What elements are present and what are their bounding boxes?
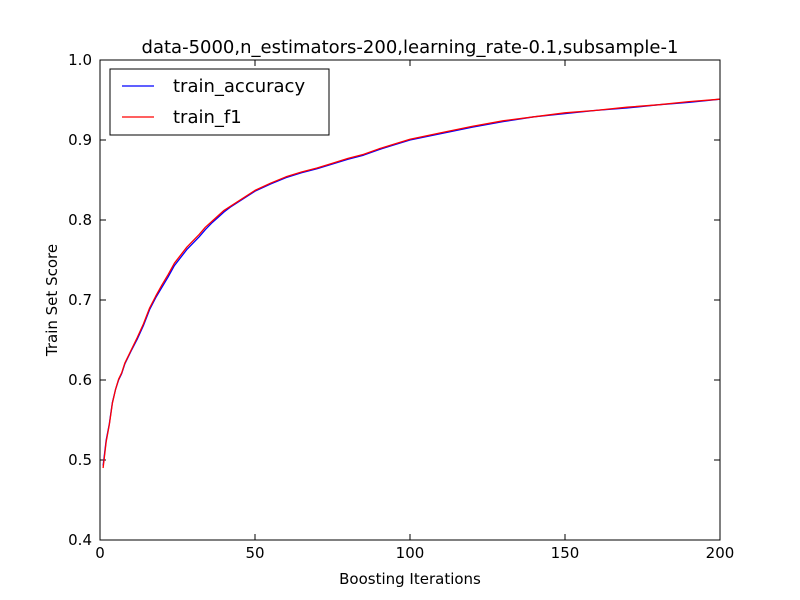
x-tick-label: 200 [706, 544, 735, 562]
y-tick-label: 0.7 [68, 291, 92, 309]
y-tick-label: 0.5 [68, 451, 92, 469]
axis-tick-labels: 0 50 100 150 200 0.4 0.5 0.6 0.7 0.8 0.9 1.0 [68, 51, 734, 562]
legend-label-train-f1: train_f1 [173, 107, 242, 128]
legend: train_accuracy train_f1 [109, 68, 330, 136]
series-lines [102, 98, 721, 469]
y-tick-label: 1.0 [68, 51, 92, 69]
y-tick-label: 0.8 [68, 211, 92, 229]
legend-label-train-accuracy: train_accuracy [173, 76, 305, 97]
y-tick-label: 0.9 [68, 131, 92, 149]
plot-area-frame [99, 59, 721, 541]
chart-title: data-5000,n_estimators-200,learning_rate… [142, 37, 679, 58]
x-tick-label: 150 [551, 544, 580, 562]
x-axis-label: Boosting Iterations [339, 570, 481, 588]
x-tick-label: 100 [396, 544, 425, 562]
x-tick-label: 50 [245, 544, 264, 562]
legend-box [109, 68, 330, 136]
series-line-train-f1 [102, 98, 721, 469]
y-axis-label: Train Set Score [43, 244, 61, 357]
y-tick-label: 0.4 [68, 531, 92, 549]
y-tick-label: 0.6 [68, 371, 92, 389]
x-tick-label: 0 [95, 544, 105, 562]
